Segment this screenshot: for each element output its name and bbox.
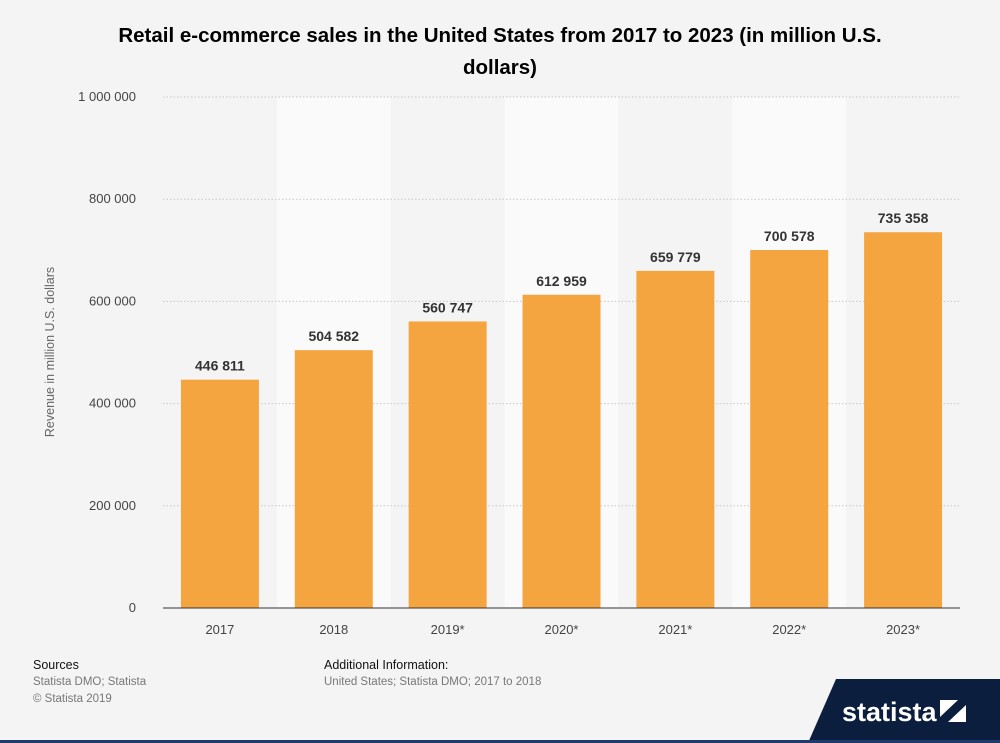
bars [180,232,943,608]
x-tick-label: 2018 [319,622,348,637]
bar-value-label: 612 959 [536,273,587,289]
y-tick-label: 800 000 [89,191,136,206]
sources-text: Statista DMO; Statista [33,676,147,688]
y-tick-label: 200 000 [89,498,136,513]
bar[interactable] [180,379,259,608]
bar[interactable] [294,350,373,608]
copyright-text: © Statista 2019 [33,693,112,705]
bar[interactable] [636,270,715,608]
bar[interactable] [522,294,601,608]
chart-title: Retail e-commerce sales in the United St… [118,24,882,79]
x-tick-label: 2021* [658,622,692,637]
banner-shape [808,679,1000,743]
additional-info-text: United States; Statista DMO; 2017 to 201… [324,676,542,688]
y-tick-labels: 0 200 000 400 000 600 000 800 000 1 000 000 [78,89,136,615]
sources-heading: Sources [33,658,79,672]
sources-block: Sources Statista DMO; Statista © Statist… [33,657,146,708]
bar-chart: 446 811 504 582 560 747 612 959 659 779 700 5… [43,89,960,637]
bar-value-label: 504 582 [308,328,359,344]
y-tick-label: 400 000 [89,396,136,411]
bar-value-label: 446 811 [195,358,245,374]
statista-logo-banner[interactable]: statista [808,679,1000,743]
value-labels: 446 811 504 582 560 747 612 959 659 779 700 5… [195,210,929,373]
bar-value-label: 659 779 [650,249,701,265]
y-tick-label: 0 [129,600,136,615]
bar[interactable] [750,250,829,608]
bottom-accent-line [0,740,1000,743]
additional-info-block: Additional Information: United States; S… [324,657,541,691]
x-tick-label: 2020* [545,622,579,637]
bar-value-label: 560 747 [422,299,473,315]
y-tick-label: 600 000 [89,293,136,308]
x-tick-label: 2017 [205,622,234,637]
x-tick-labels: 2017 2018 2019* 2020* 2021* 2022* 2023* [205,622,920,637]
bar[interactable] [408,321,487,608]
statista-logo-icon [940,700,966,722]
x-tick-label: 2023* [886,622,920,637]
bar-value-label: 700 578 [764,228,815,244]
bar[interactable] [864,232,943,608]
additional-info-heading: Additional Information: [324,658,449,672]
x-tick-label: 2022* [772,622,806,637]
bar-value-label: 735 358 [878,210,929,226]
statista-logo-text: statista [842,697,938,727]
x-tick-label: 2019* [431,622,465,637]
y-axis-label: Revenue in million U.S. dollars [43,267,57,437]
y-tick-label: 1 000 000 [78,89,136,104]
